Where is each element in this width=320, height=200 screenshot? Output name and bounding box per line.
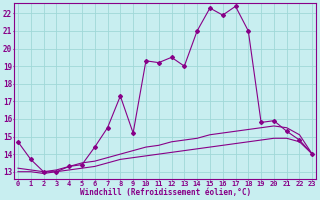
X-axis label: Windchill (Refroidissement éolien,°C): Windchill (Refroidissement éolien,°C): [80, 188, 251, 197]
